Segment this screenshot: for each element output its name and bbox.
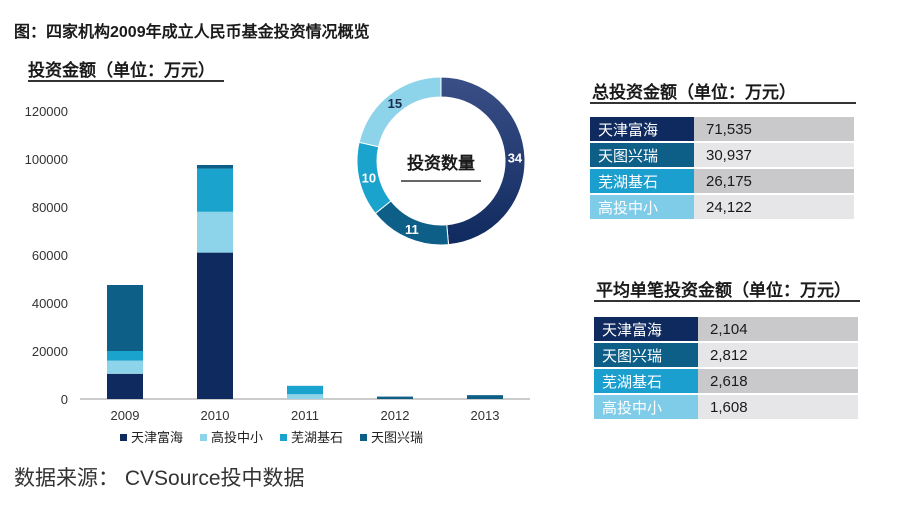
table-row: 高投中小 1,608 xyxy=(594,395,858,419)
amount-value-cell: 2,618 xyxy=(698,369,858,393)
legend-label: 天图兴瑞 xyxy=(371,430,423,445)
donut-slice-label: 15 xyxy=(388,96,402,111)
total-table-title: 总投资金额（单位：万元） xyxy=(592,83,796,102)
bar-segment xyxy=(197,252,233,399)
donut-slice xyxy=(358,76,442,148)
amount-value-cell: 71,535 xyxy=(694,117,854,141)
institution-name-cell: 天图兴瑞 xyxy=(594,343,698,367)
institution-name-cell: 芜湖基石 xyxy=(590,169,694,193)
x-tick-label: 2009 xyxy=(111,408,140,423)
institution-name-cell: 高投中小 xyxy=(590,195,694,219)
y-tick-label: 80000 xyxy=(32,200,68,215)
bar-title-rule xyxy=(28,80,224,82)
avg-title-rule xyxy=(594,300,860,302)
bar-segment xyxy=(107,351,143,361)
legend-swatch xyxy=(200,434,207,441)
y-tick-label: 40000 xyxy=(32,296,68,311)
avg-table-title: 平均单笔投资金额（单位：万元） xyxy=(596,281,851,300)
table-row: 高投中小 24,122 xyxy=(590,195,854,219)
table-row: 天图兴瑞 2,812 xyxy=(594,343,858,367)
legend-label: 芜湖基石 xyxy=(291,430,343,445)
legend-swatch xyxy=(360,434,367,441)
donut-slice-label: 10 xyxy=(362,170,376,185)
bar-segment xyxy=(197,168,233,212)
bar-chart-title: 投资金额（单位：万元） xyxy=(28,61,215,80)
bar-segment xyxy=(467,395,503,399)
amount-value-cell: 2,812 xyxy=(698,343,858,367)
y-tick-label: 0 xyxy=(61,392,68,407)
table-row: 天津富海 71,535 xyxy=(590,117,854,141)
institution-name-cell: 天津富海 xyxy=(594,317,698,341)
figure-title: 图：四家机构2009年成立人民币基金投资情况概览 xyxy=(14,24,370,41)
legend-label: 高投中小 xyxy=(211,430,263,445)
institution-name-cell: 天津富海 xyxy=(590,117,694,141)
amount-value-cell: 24,122 xyxy=(694,195,854,219)
x-tick-label: 2011 xyxy=(291,408,319,423)
total-investment-table: 天津富海 71,535 天图兴瑞 30,937 芜湖基石 26,175 高投中小 24,122 xyxy=(590,115,854,221)
institution-name-cell: 天图兴瑞 xyxy=(590,143,694,167)
bar-segment xyxy=(197,211,233,253)
y-tick-label: 120000 xyxy=(25,104,68,119)
institution-name-cell: 高投中小 xyxy=(594,395,698,419)
table-row: 天津富海 2,104 xyxy=(594,317,858,341)
amount-value-cell: 30,937 xyxy=(694,143,854,167)
institution-name-cell: 芜湖基石 xyxy=(594,369,698,393)
x-tick-label: 2010 xyxy=(201,408,230,423)
table-row: 芜湖基石 26,175 xyxy=(590,169,854,193)
data-source: 数据来源： CVSource投中数据 xyxy=(14,467,305,490)
bar-segment xyxy=(197,165,233,169)
amount-value-cell: 2,104 xyxy=(698,317,858,341)
total-title-rule xyxy=(590,102,856,104)
legend-swatch xyxy=(280,434,287,441)
amount-value-cell: 26,175 xyxy=(694,169,854,193)
donut-slice-label: 34 xyxy=(508,151,523,166)
bar-segment xyxy=(287,394,323,399)
y-tick-label: 100000 xyxy=(25,152,68,167)
y-tick-label: 60000 xyxy=(32,248,68,263)
x-tick-label: 2012 xyxy=(381,408,410,423)
legend-label: 天津富海 xyxy=(131,430,183,445)
table-row: 芜湖基石 2,618 xyxy=(594,369,858,393)
bar-segment xyxy=(107,373,143,399)
bar-segment xyxy=(107,360,143,374)
donut-center-label: 投资数量 xyxy=(407,153,475,173)
x-tick-label: 2013 xyxy=(471,408,500,423)
bar-segment xyxy=(377,396,413,399)
legend-swatch xyxy=(120,434,127,441)
donut-slice-label: 11 xyxy=(405,222,419,237)
table-row: 天图兴瑞 30,937 xyxy=(590,143,854,167)
y-tick-label: 20000 xyxy=(32,344,68,359)
average-investment-table: 天津富海 2,104 天图兴瑞 2,812 芜湖基石 2,618 高投中小 1,608 xyxy=(594,315,858,421)
bar-segment xyxy=(107,285,143,351)
amount-value-cell: 1,608 xyxy=(698,395,858,419)
bar-segment xyxy=(287,385,323,395)
